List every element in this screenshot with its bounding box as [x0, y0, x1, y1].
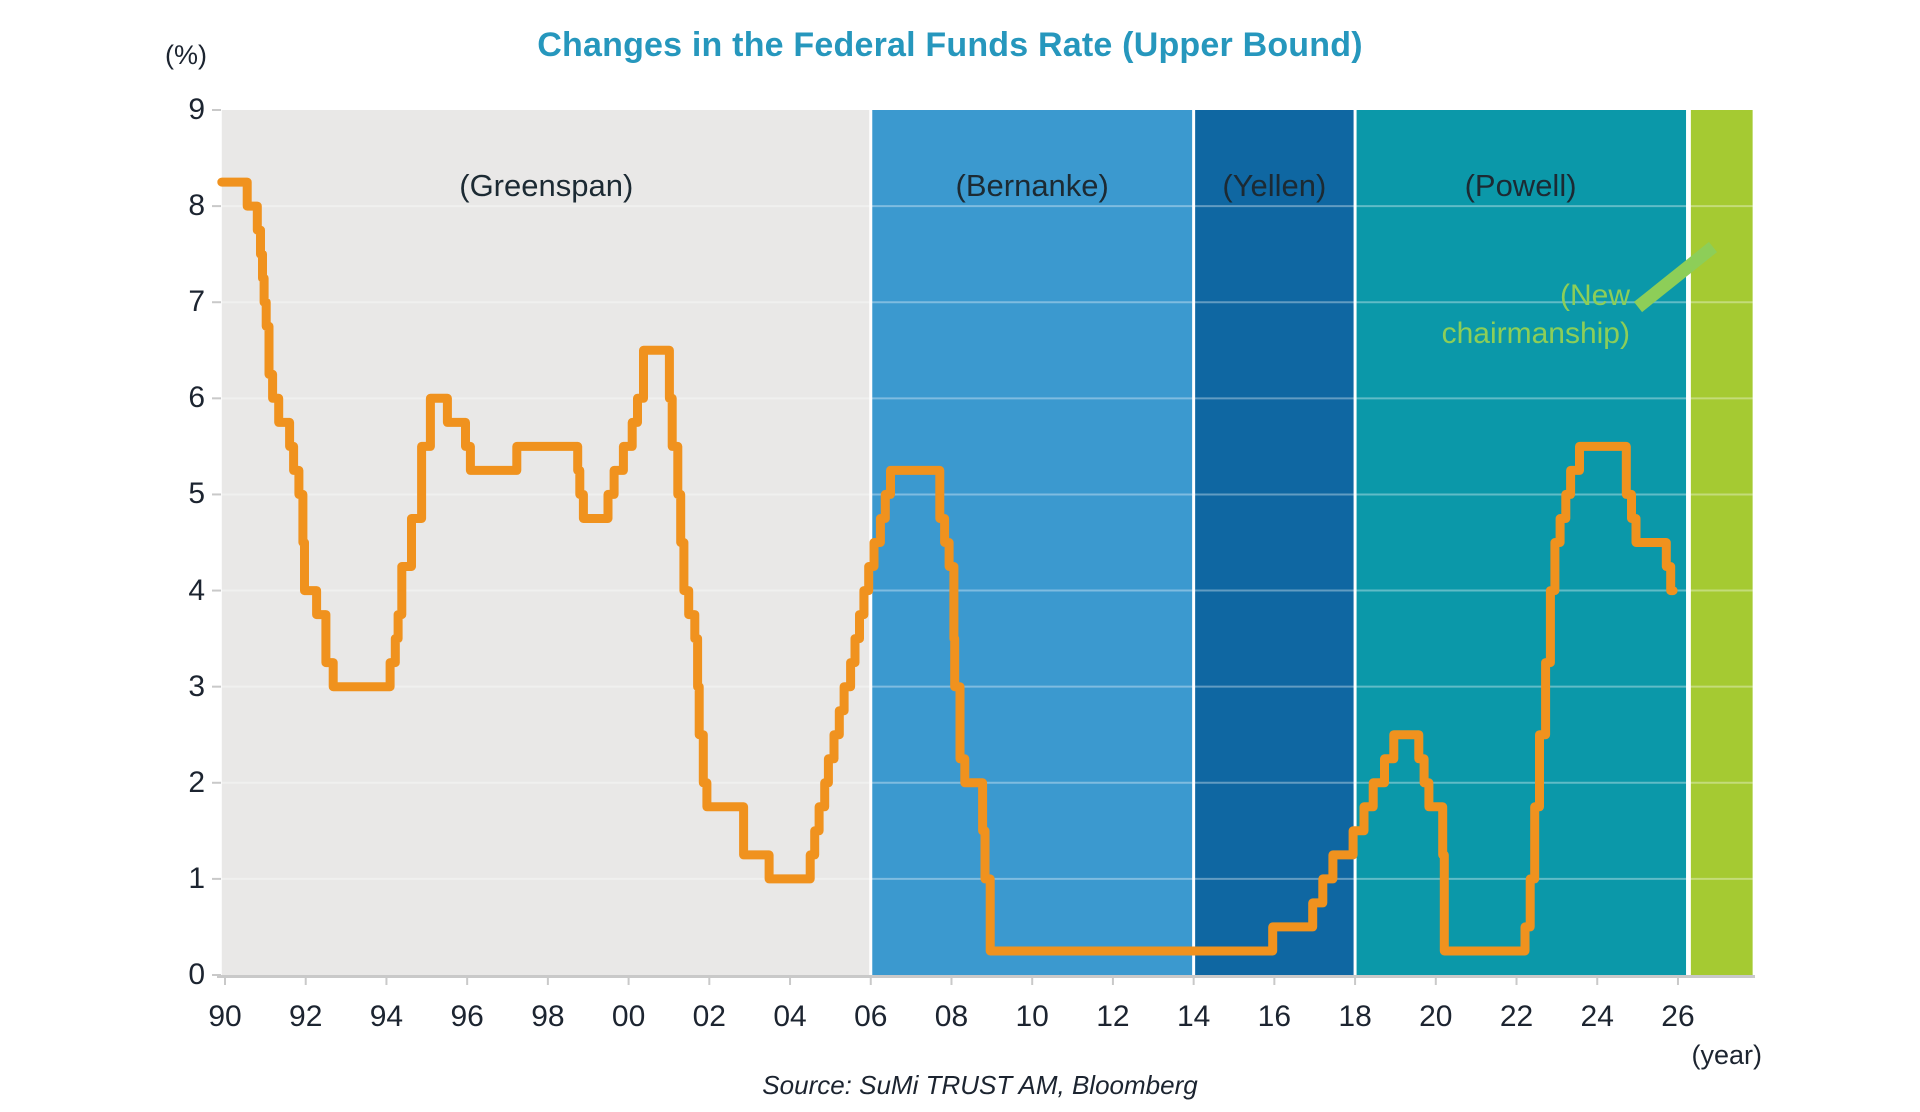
x-tick-label-92: 92 — [289, 1000, 323, 1033]
annotation-line-1: (New — [1559, 279, 1630, 312]
x-tick-label-94: 94 — [369, 1000, 404, 1033]
x-tick-label-06: 06 — [854, 1000, 888, 1033]
x-axis-unit-label: (year) — [1691, 1040, 1762, 1070]
era-band-greenspan — [221, 110, 871, 975]
x-tick-label-12: 12 — [1096, 1000, 1130, 1033]
source-note: Source: SuMi TRUST AM, Bloomberg — [762, 1070, 1198, 1100]
y-tick-label-6: 6 — [188, 381, 205, 415]
era-label-bernanke: (Bernanke) — [955, 168, 1109, 203]
x-tick-label-14: 14 — [1176, 1000, 1211, 1033]
x-tick-label-04: 04 — [773, 1000, 807, 1033]
x-tick-label-22: 22 — [1499, 1000, 1534, 1033]
x-tick-label-96: 96 — [450, 1000, 484, 1033]
y-tick-label-9: 9 — [188, 93, 205, 126]
new-chairmanship-arrow-icon — [1633, 241, 1718, 313]
page-title: Changes in the Federal Funds Rate (Upper… — [537, 26, 1363, 64]
era-band-yellen — [1193, 110, 1356, 975]
x-tick-label-16: 16 — [1257, 1000, 1292, 1033]
x-tick-label-18: 18 — [1338, 1000, 1372, 1033]
annotation-line-2: chairmanship) — [1441, 317, 1630, 350]
y-tick-label-4: 4 — [188, 573, 205, 607]
y-tick-label-2: 2 — [188, 765, 205, 799]
x-tick-label-20: 20 — [1419, 1000, 1453, 1033]
y-axis-unit-label: (%) — [165, 40, 207, 70]
x-tick-label-00: 00 — [611, 1000, 646, 1033]
era-band-bernanke — [870, 110, 1194, 975]
era-band-new-chairmanship — [1690, 110, 1753, 975]
y-tick-label-3: 3 — [188, 669, 205, 703]
x-tick-label-98: 98 — [531, 1000, 565, 1033]
x-tick-label-08: 08 — [934, 1000, 969, 1033]
era-band-powell — [1355, 110, 1687, 975]
x-tick-label-02: 02 — [692, 1000, 726, 1033]
era-label-greenspan: (Greenspan) — [459, 168, 634, 203]
y-tick-label-1: 1 — [188, 861, 205, 895]
era-label-yellen: (Yellen) — [1222, 168, 1327, 203]
y-tick-label-5: 5 — [188, 477, 205, 511]
y-tick-label-7: 7 — [188, 285, 205, 319]
era-label-powell: (Powell) — [1464, 168, 1577, 203]
x-tick-label-26: 26 — [1661, 1000, 1695, 1033]
x-tick-label-10: 10 — [1015, 1000, 1049, 1033]
y-tick-label-0: 0 — [188, 958, 205, 991]
x-tick-label-90: 90 — [208, 1000, 242, 1033]
x-tick-label-24: 24 — [1580, 1000, 1614, 1033]
new-chairmanship-annotation: (New chairmanship) — [1442, 277, 1630, 353]
y-tick-label-8: 8 — [188, 189, 205, 223]
fed-funds-rate-line — [217, 177, 1678, 956]
